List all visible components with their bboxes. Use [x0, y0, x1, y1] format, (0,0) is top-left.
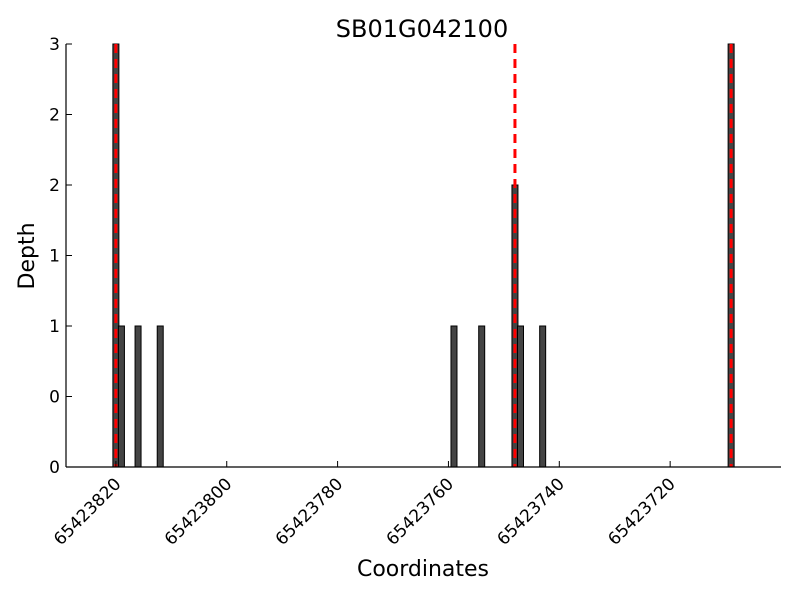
marker-lines-group	[114, 44, 733, 467]
y-tick-label-6: 3	[49, 35, 60, 55]
bar-3	[156, 325, 164, 468]
bars-group	[112, 43, 735, 468]
y-tick-label-5: 2	[49, 106, 60, 126]
x-tick-label-3: 65423760	[383, 474, 458, 549]
y-tick-label-1: 0	[49, 388, 60, 408]
x-tick-label-1: 65423800	[161, 474, 236, 549]
y-tick-label-4: 2	[49, 176, 60, 196]
y-axis-label: Depth	[15, 222, 40, 289]
bar-4	[450, 325, 458, 468]
bar-8	[539, 325, 547, 468]
y-tick-label-3: 1	[49, 247, 60, 267]
x-tick-label-5: 65423720	[604, 474, 679, 549]
bar-5	[478, 325, 486, 468]
x-axis-label: Coordinates	[357, 557, 489, 582]
bar-2	[134, 325, 142, 468]
bar-1	[117, 325, 125, 468]
x-tick-label-4: 65423740	[494, 474, 569, 549]
x-tick-label-2: 65423780	[272, 474, 347, 549]
bar-7	[516, 325, 524, 468]
y-tick-label-0: 0	[49, 458, 60, 478]
chart-title: SB01G042100	[336, 15, 508, 43]
y-tick-label-2: 1	[49, 317, 60, 337]
x-tick-label-0: 65423820	[50, 474, 125, 549]
y-ticks-group: 0 0 1 1 2 2 3	[49, 35, 72, 478]
x-ticks-group: 65423820 65423800 65423780 65423760 65423740…	[50, 461, 680, 550]
axes-group	[65, 44, 781, 468]
